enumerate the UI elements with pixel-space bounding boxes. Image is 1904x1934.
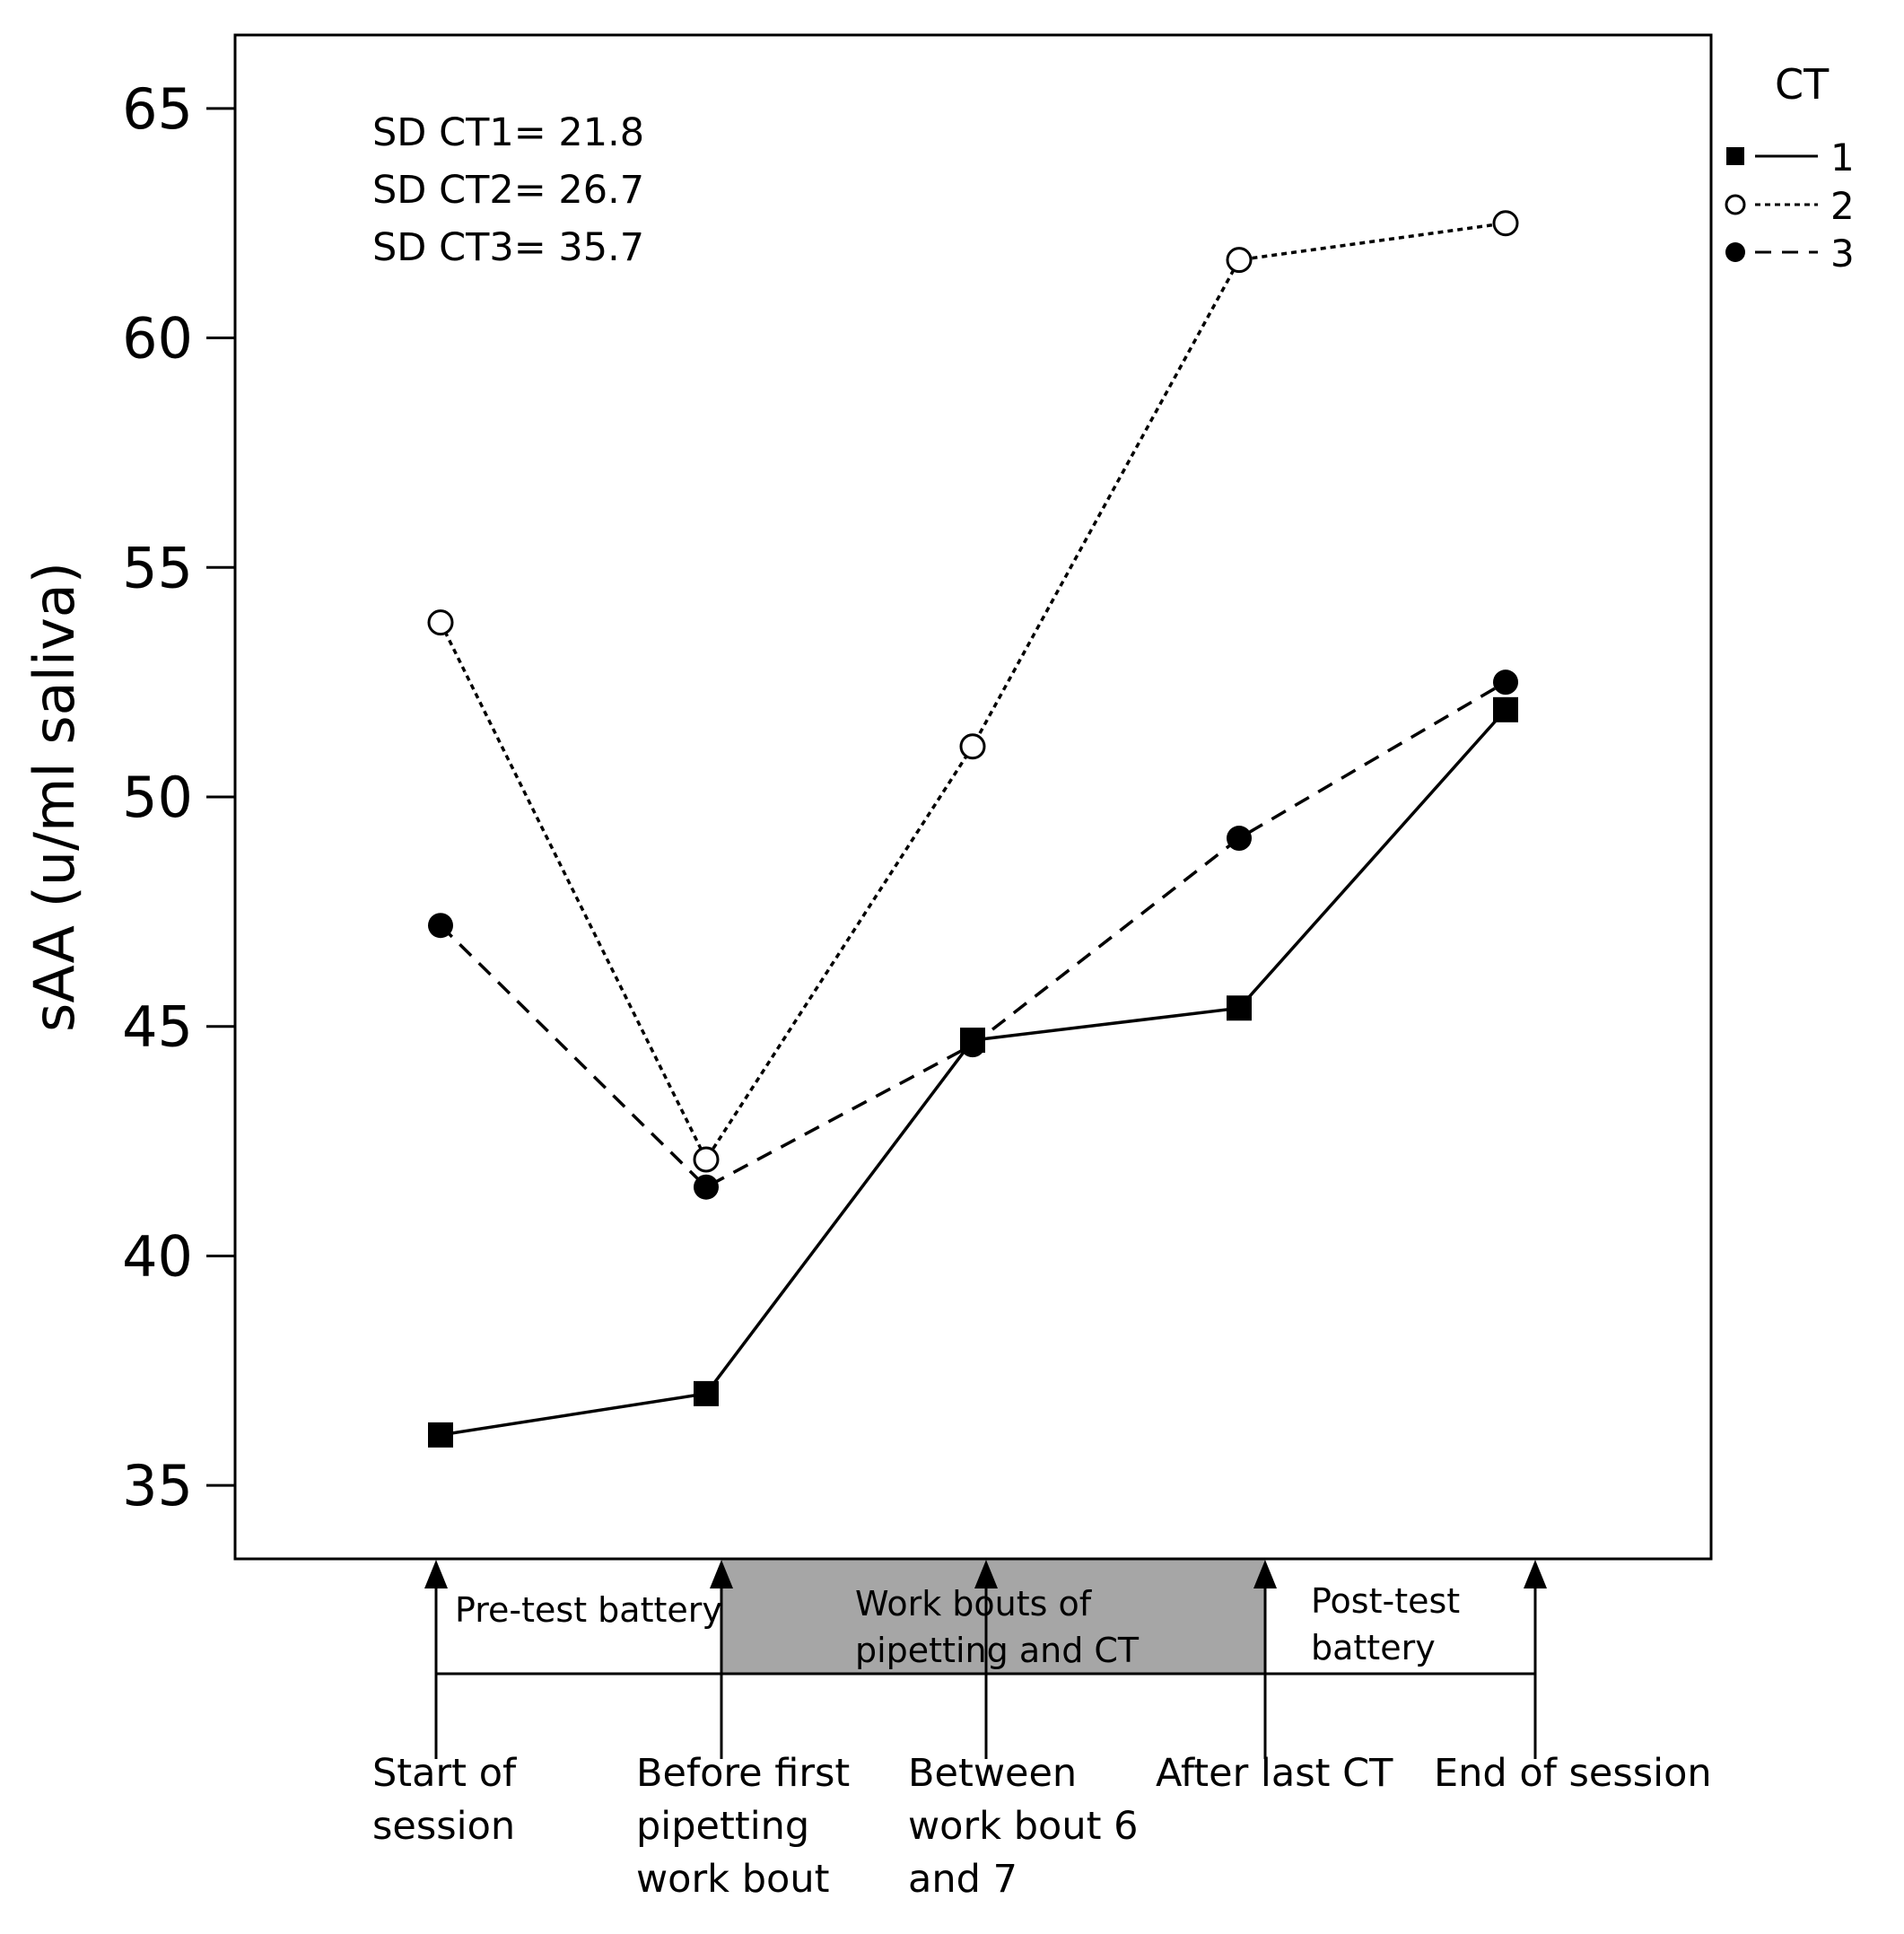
sd-ct2-note: SD CT2= 26.7	[372, 168, 644, 213]
y-tick-label-65: 65	[122, 76, 193, 142]
y-axis-title: sAA (u/ml saliva)	[22, 562, 87, 1032]
y-tick-label-55: 55	[122, 535, 193, 600]
time-label-1-line-1: Start of	[372, 1751, 517, 1796]
phase-label-post-test-line1: Post-test	[1311, 1581, 1460, 1621]
time-label-5-line-1: End of session	[1434, 1751, 1712, 1796]
series-3-point-3	[960, 1032, 985, 1058]
sd-ct1-note: SD CT1= 21.8	[372, 110, 644, 155]
sd-ct3-note: SD CT3= 35.7	[372, 225, 644, 270]
time-arrow-head-3	[974, 1560, 998, 1588]
y-tick-label-50: 50	[122, 765, 193, 830]
legend: CT 1 2 3	[1725, 60, 1855, 276]
series-3-point-4	[1227, 826, 1252, 852]
time-label-3-line-2: work bout 6	[908, 1804, 1138, 1849]
series-2-point-1	[427, 609, 454, 636]
legend-square-marker	[1726, 147, 1744, 165]
legend-open-circle-marker	[1725, 194, 1746, 215]
legend-entry-1: 1	[1726, 136, 1855, 179]
phase-label-post-test-line2: battery	[1311, 1628, 1436, 1667]
sd-annotations: SD CT1= 21.8 SD CT2= 26.7 SD CT3= 35.7	[372, 110, 644, 270]
phase-label-pre-test: Pre-test battery	[455, 1590, 722, 1630]
time-arrow-head-2	[710, 1560, 733, 1588]
legend-filled-circle-marker	[1725, 242, 1745, 262]
time-label-3-line-3: and 7	[908, 1857, 1018, 1902]
y-tick-label-40: 40	[122, 1223, 193, 1289]
series-1-point-2	[694, 1380, 719, 1406]
series-3-point-5	[1493, 669, 1518, 696]
legend-label-1: 1	[1830, 136, 1855, 179]
y-tick-label-60: 60	[122, 306, 193, 372]
time-label-4-line-1: After last CT	[1156, 1751, 1393, 1796]
time-arrow-head-5	[1524, 1560, 1547, 1588]
time-label-3-line-1: Between	[908, 1751, 1077, 1796]
legend-label-3: 3	[1830, 232, 1855, 276]
series-2-point-4	[1226, 247, 1253, 274]
series-1-point-1	[428, 1422, 453, 1448]
series-2-point-5	[1492, 210, 1519, 237]
phase-label-work-bouts-line2: pipetting and CT	[855, 1631, 1140, 1670]
time-label-2-line-2: pipetting	[636, 1804, 809, 1849]
series-3-point-2	[694, 1174, 719, 1200]
time-label-2-line-3: work bout	[636, 1857, 829, 1902]
legend-entry-3: 3	[1725, 232, 1855, 276]
time-arrow-head-4	[1253, 1560, 1277, 1588]
series-layer	[427, 210, 1519, 1448]
time-label-1-line-2: session	[372, 1804, 515, 1849]
time-arrow-head-1	[424, 1560, 448, 1588]
series-2-point-2	[693, 1146, 720, 1173]
legend-label-2: 2	[1830, 184, 1855, 228]
series-2-point-3	[959, 733, 986, 760]
phase-timeline: Pre-test battery Work bouts of pipetting…	[424, 1557, 1547, 1759]
time-labels: Start of session Before first pipetting work…	[372, 1751, 1712, 1902]
time-label-2-line-1: Before first	[636, 1751, 850, 1796]
series-3-point-1	[428, 913, 453, 939]
y-tick-label-45: 45	[122, 994, 193, 1060]
time-arrows	[424, 1560, 1547, 1759]
y-axis: 35 40 45 50 55 60 65	[122, 76, 235, 1518]
legend-title: CT	[1775, 60, 1830, 109]
series-1-point-5	[1493, 696, 1518, 722]
phase-label-work-bouts-line1: Work bouts of	[855, 1584, 1093, 1623]
series-1-point-4	[1227, 995, 1252, 1021]
y-tick-label-35: 35	[122, 1453, 193, 1518]
legend-entry-2: 2	[1725, 184, 1855, 228]
